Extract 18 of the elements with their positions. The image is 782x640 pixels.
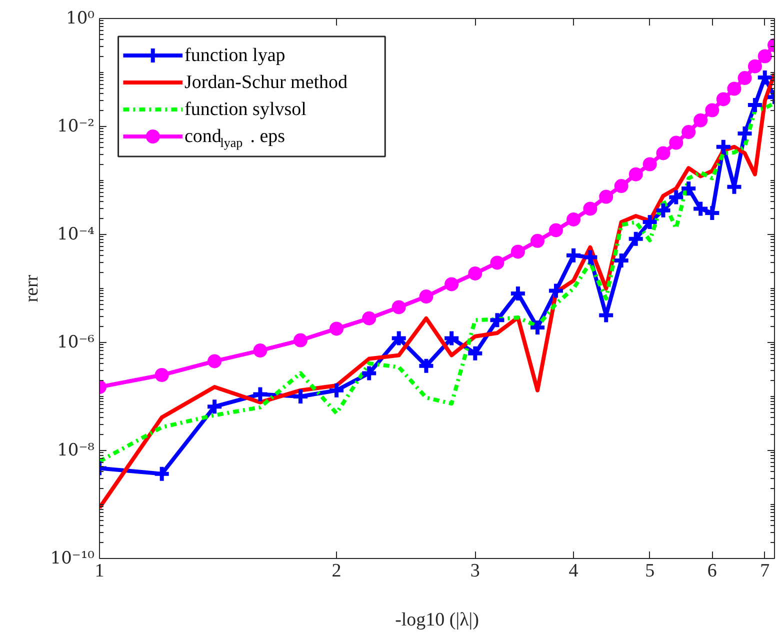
y-tick-label: 10⁰ <box>66 8 95 28</box>
y-tick-label: 10⁻⁴ <box>57 224 95 244</box>
x-tick-label: 7 <box>760 560 770 582</box>
x-tick-label: 5 <box>645 560 655 582</box>
y-tick-label: 10⁻⁶ <box>57 332 95 352</box>
x-axis-title: -log10 (|λ|) <box>395 610 479 630</box>
y-tick-label: 10⁻⁸ <box>57 440 95 460</box>
x-tick-label: 2 <box>332 560 342 582</box>
y-tick-label: 10⁻² <box>57 116 94 136</box>
legend-label: Jordan-Schur method <box>184 72 348 93</box>
y-tick-label: 10⁻¹⁰ <box>50 548 95 568</box>
y-axis-title: rerr <box>21 274 42 302</box>
x-tick-label: 4 <box>568 560 579 582</box>
x-tick-label: 1 <box>94 560 104 582</box>
x-tick-label: 6 <box>707 560 717 582</box>
x-tick-label: 3 <box>470 560 480 582</box>
legend-label: function lyap <box>184 45 286 66</box>
legend-label: function sylvsol <box>184 99 306 120</box>
